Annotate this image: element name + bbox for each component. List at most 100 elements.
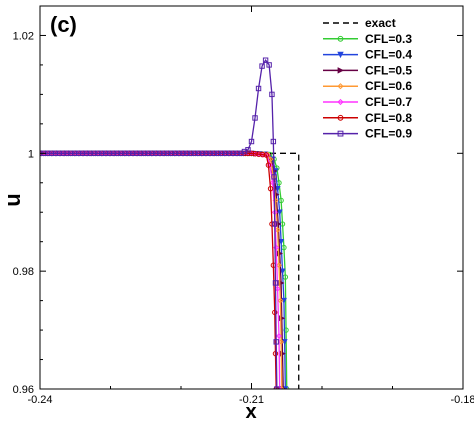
series-cfl-0-3 [40,150,290,389]
triangle-down-marker [276,209,283,216]
square-marker [215,150,221,157]
legend-entry: CFL=0.8 [323,111,412,125]
diamond-marker [278,386,285,389]
square-marker [269,91,275,98]
square-marker [56,150,63,157]
square-marker [102,150,109,157]
x-tick-label: -0.24 [27,394,52,406]
legend-entry: CFL=0.6 [323,79,412,93]
series-cfl-0-7 [40,150,283,389]
circle-marker [337,114,344,121]
square-marker [141,150,148,157]
square-marker [48,150,55,157]
square-marker [191,150,198,157]
square-marker [195,150,202,157]
legend-entry: CFL=0.4 [323,48,412,62]
square-marker [79,150,86,157]
square-marker [95,150,101,157]
series-line [40,152,277,389]
triangle-down-marker [337,51,344,59]
square-marker [272,280,279,286]
legend-entry: exact [323,16,396,30]
series-line [40,152,286,389]
legend-entry: CFL=0.5 [323,63,412,77]
y-axis-title: u [0,193,25,206]
square-marker [187,150,194,157]
square-marker [149,150,155,157]
circle-marker [267,185,274,192]
square-marker [207,150,213,157]
square-marker [164,150,171,157]
square-marker [72,150,78,157]
square-marker [133,150,140,157]
legend-entry: CFL=0.3 [323,32,412,46]
diamond-marker [277,297,284,304]
square-marker [337,130,344,137]
series-line [40,152,281,389]
y-tick-label: 1.02 [13,30,34,42]
series-line [40,152,288,389]
diamond-marker [276,333,282,339]
legend-label: CFL=0.9 [365,127,412,141]
diamond-marker [267,156,274,163]
triangle-down-marker [274,185,281,192]
square-marker [252,115,258,121]
circle-marker [272,309,278,316]
square-marker [230,150,236,157]
square-marker [91,150,97,157]
x-axis-title: x [245,401,256,421]
legend-label: CFL=0.3 [365,32,412,46]
diamond-marker [337,98,344,106]
series-line [40,152,284,389]
square-marker [266,62,272,68]
square-marker [122,150,128,157]
circle-marker [272,350,279,357]
legend-label: exact [365,16,396,30]
square-marker [153,150,159,157]
circle-marker [256,151,262,157]
legend-label: CFL=0.5 [365,63,412,77]
square-marker [126,150,132,157]
triangle-down-marker [279,268,286,275]
square-marker [262,57,269,63]
series-cfl-0-8 [40,150,279,389]
series-cfl-0-9 [40,57,280,389]
circle-marker [337,35,344,42]
square-marker [157,150,163,157]
diamond-marker [276,262,282,269]
square-marker [130,150,136,157]
series-cfl-0-5 [40,150,287,389]
square-marker [218,150,225,157]
panel-label: (c) [50,12,77,37]
axes-layer: -0.24 -0.21 -0.18 0.96 0.98 1 1.02 [13,5,474,406]
series-line [40,152,300,389]
y-tick-label: 0.96 [13,384,34,396]
square-marker [270,138,277,145]
square-marker [83,150,90,157]
series-line [40,152,283,389]
x-tick-label: -0.18 [450,394,474,406]
square-marker [168,150,175,157]
series-exact [40,152,300,389]
x-tick-label: -0.21 [239,394,264,406]
square-marker [145,150,151,157]
square-marker [118,150,124,157]
legend-label: CFL=0.6 [365,79,412,93]
legend-label: CFL=0.7 [365,95,412,109]
square-marker [234,150,240,157]
square-marker [64,150,70,157]
series-cfl-0-4 [40,150,289,389]
square-marker [184,150,190,157]
circle-marker [248,150,255,157]
series-layer [40,57,300,389]
square-marker [172,150,178,157]
legend-entry: CFL=0.9 [323,127,412,141]
diamond-marker [274,227,281,233]
square-marker [52,150,59,157]
square-marker [87,150,93,157]
square-marker [60,150,66,157]
square-marker [75,150,82,157]
square-marker [68,150,74,157]
